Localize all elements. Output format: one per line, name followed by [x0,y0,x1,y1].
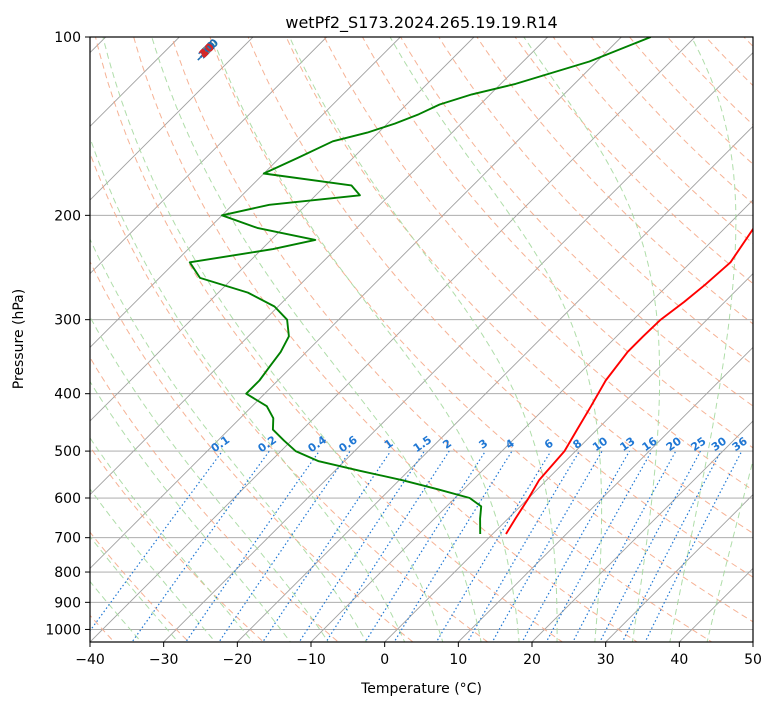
moist-adiabat-line [289,37,558,642]
x-axis-title: Temperature (°C) [360,681,482,697]
dry-adiabat-line [90,151,489,642]
isotherm-line [237,125,753,642]
x-tick-label: −20 [223,652,253,668]
x-tick-label: 50 [744,652,762,668]
moist-adiabat-line [669,37,737,642]
mixing-ratio-line [131,450,270,642]
moist-adiabat-line [90,437,254,642]
x-tick-label: 30 [597,652,615,668]
y-tick-label: 100 [54,30,81,46]
isotherm-line [90,37,475,422]
isotherm-line [90,37,401,348]
dry-adiabat-line [514,37,753,285]
y-tick-label: 800 [54,565,81,581]
moist-adiabat-line [90,238,367,642]
dry-adiabat-line [362,37,753,449]
isotherm-line [90,37,622,569]
dry-adiabat-line [323,37,753,491]
y-tick-label: 600 [54,491,81,507]
isotherm-line [605,494,753,642]
moist-adiabat-line [90,315,329,642]
moist-adiabat-line [523,37,661,642]
x-tick-label: 10 [449,652,467,668]
temperature-profile-line [505,37,753,535]
isotherm-line [90,37,327,275]
moist-adiabat-line [90,380,291,642]
x-tick-label: −40 [75,652,105,668]
dry-adiabat-line [590,37,753,205]
x-tick-label: −10 [296,652,326,668]
isotherm-line [90,37,696,642]
y-tick-label: 200 [54,208,81,224]
dry-adiabat-line [90,531,190,642]
mixing-ratio-line [435,450,552,642]
moist-adiabat-line [212,37,520,642]
isotherm-line [531,420,753,642]
mixing-ratio-line [325,450,450,642]
dry-adiabat-line [247,37,753,578]
y-tick-label: 1000 [45,622,81,638]
y-tick-label: 500 [54,444,81,460]
moist-adiabat-line [389,37,603,642]
isotherm-line [90,37,254,201]
x-tick-label: 0 [380,652,389,668]
mixing-ratio-line [298,450,425,642]
dry-adiabat-line [133,37,638,642]
mixing-ratio-line [545,450,653,642]
dry-adiabat-line [438,37,753,366]
dry-adiabat-line [629,37,753,165]
isotherm-line [384,273,753,642]
moist-adiabat-line [151,37,482,642]
dewpoint-profile-line [188,37,652,535]
y-axis-title: Pressure (hPa) [11,289,27,389]
mixing-ratio-line [262,450,392,642]
isotherm-line [458,346,753,642]
moist-adiabat-line [90,535,179,642]
isotherm-line [163,52,753,642]
y-tick-label: 400 [54,387,81,403]
dry-adiabat-line [476,37,753,325]
mixing-ratio-line [644,450,743,642]
y-tick-label: 900 [54,595,81,611]
dry-adiabat-line [171,37,713,642]
mixing-ratio-line [218,450,351,642]
mixing-ratio-line [185,450,320,642]
y-tick-label: 700 [54,531,81,547]
dry-adiabat-line [95,37,564,642]
moist-adiabat-line [102,37,444,642]
dry-adiabat-line [90,356,340,642]
isotherm-line [90,37,548,496]
plot-frame [89,36,754,643]
chart-title: wetPf2_S173.2024.265.19.19.R14 [285,13,557,33]
moist-adiabat-line [90,488,216,642]
x-tick-label: 40 [670,652,688,668]
isotherm-line [310,199,753,642]
mixing-ratio-line [491,450,603,642]
x-tick-label: −30 [149,652,179,668]
y-tick-label: 300 [54,313,81,329]
mixing-ratio-line [466,450,580,642]
x-tick-label: 20 [523,652,541,668]
